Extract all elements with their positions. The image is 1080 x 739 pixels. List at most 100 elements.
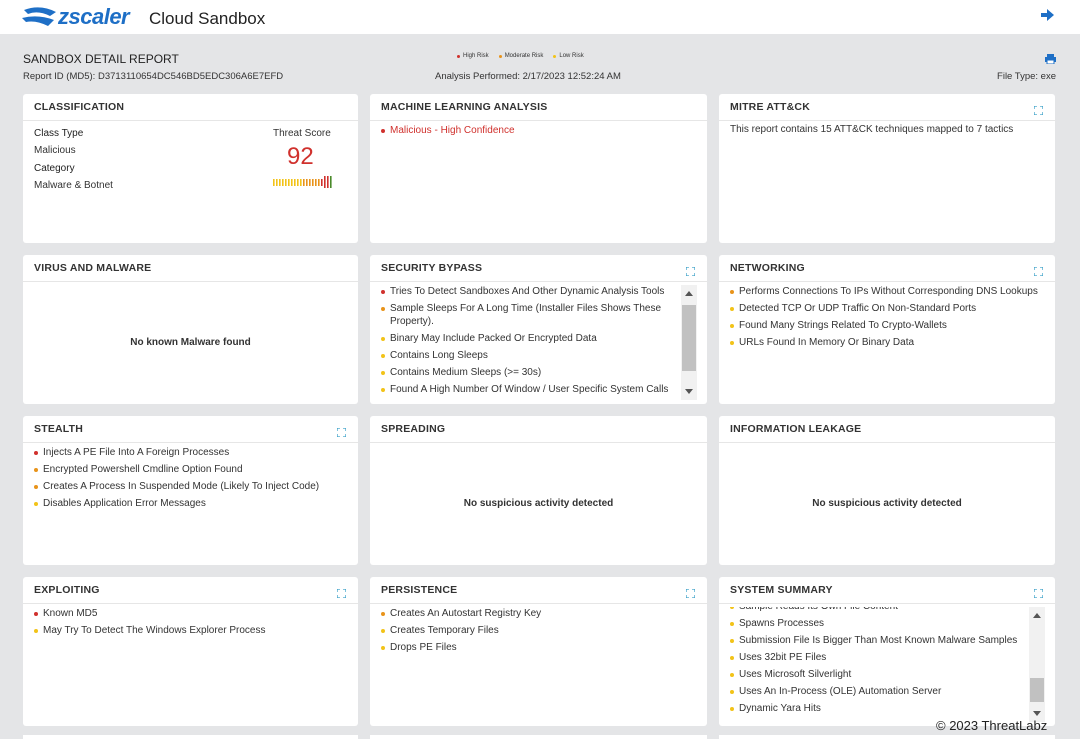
panel-title: INFORMATION LEAKAGE [730, 423, 862, 435]
panel-title: SYSTEM SUMMARY [730, 584, 833, 596]
product-name: Cloud Sandbox [149, 9, 266, 28]
finding-text: Submission File Is Bigger Than Most Know… [739, 635, 1018, 646]
score-meter [273, 176, 332, 188]
finding: URLs Found In Memory Or Binary Data [730, 336, 1044, 349]
meter-bar [324, 176, 326, 188]
scroll-thumb[interactable] [1030, 678, 1044, 702]
logout-button[interactable] [1041, 9, 1055, 21]
panel-title: VIRUS AND MALWARE [34, 262, 152, 274]
divider [370, 281, 707, 282]
finding: Malicious - High Confidence [381, 124, 696, 137]
risk-dot [381, 629, 385, 633]
finding: Sample Reads Its Own File Content [730, 607, 1029, 613]
meter-bar [318, 179, 320, 186]
risk-dot [730, 673, 734, 677]
panel-body: No known Malware found [34, 285, 347, 400]
finding: Contains Long Sleeps [381, 349, 681, 362]
panel: STEALTH Injects A PE File Into A Foreign … [23, 416, 358, 565]
panel: SECURITY BYPASS Tries To Detect Sandboxes… [370, 255, 707, 404]
panel-title: EXPLOITING [34, 584, 100, 596]
panel-title: MACHINE LEARNING ANALYSIS [381, 101, 548, 113]
finding-text: May Try To Detect The Windows Explorer P… [43, 625, 266, 636]
expand-button[interactable] [1033, 102, 1044, 120]
label: Class Type [34, 128, 84, 139]
scroll-up[interactable] [1033, 613, 1041, 618]
panel-title: SECURITY BYPASS [381, 262, 483, 274]
meter-bar [276, 179, 278, 186]
expand-button[interactable] [1033, 263, 1044, 281]
risk-dot [730, 622, 734, 626]
finding-text: Contains Long Sleeps [390, 350, 488, 361]
finding-text: Creates Temporary Files [390, 625, 499, 636]
finding-text: Creates An Autostart Registry Key [390, 608, 542, 619]
finding-text: Spawns Processes [739, 618, 825, 629]
divider [23, 442, 358, 443]
finding-text: Tries To Detect Sandboxes And Other Dyna… [390, 286, 665, 297]
risk-dot [730, 341, 734, 345]
empty-message: No known Malware found [130, 337, 251, 348]
logo-icon [22, 7, 56, 26]
finding: Injects A PE File Into A Foreign Process… [34, 446, 347, 459]
finding: Uses Microsoft Silverlight [730, 668, 1029, 681]
legend-label: Low Risk [559, 53, 584, 59]
finding: Performs Connections To IPs Without Corr… [730, 285, 1044, 298]
top-bar: zscaler Cloud Sandbox [0, 0, 1080, 34]
analysis-date: Analysis Performed: 2/17/2023 12:52:24 A… [435, 71, 621, 82]
scroll-thumb[interactable] [682, 305, 696, 371]
finding: Contains Medium Sleeps (>= 30s) [381, 366, 681, 379]
label: Threat Score [273, 128, 331, 139]
divider [23, 281, 358, 282]
finding-text: Drops PE Files [390, 642, 457, 653]
finding: Spawns Processes [730, 617, 1029, 630]
scroll-down[interactable] [1033, 711, 1041, 716]
finding: Uses 32bit PE Files [730, 651, 1029, 664]
finding-text: Performs Connections To IPs Without Corr… [739, 286, 1038, 297]
panel-title: STEALTH [34, 423, 84, 435]
panel-body: Malicious - High Confidence [381, 124, 696, 239]
panel: VIRUS AND MALWARE No known Malware found [23, 255, 358, 404]
expand-button[interactable] [336, 585, 347, 603]
panel-body: Known MD5 May Try To Detect The Windows E… [34, 607, 347, 722]
risk-dot [34, 485, 38, 489]
divider [719, 120, 1055, 121]
finding: Detected TCP Or UDP Traffic On Non-Stand… [730, 302, 1044, 315]
footer-credit: © 2023 ThreatLabz [936, 718, 1048, 733]
scrollbar[interactable] [681, 285, 697, 400]
scroll-down[interactable] [685, 389, 693, 394]
finding: Binary May Include Packed Or Encrypted D… [381, 332, 681, 345]
risk-dot [381, 307, 385, 311]
value: Malware & Botnet [34, 180, 113, 191]
panel: SYSTEM SUMMARY Sample Reads Its Own File … [719, 577, 1055, 726]
print-button[interactable] [1045, 54, 1056, 64]
item-list: Tries To Detect Sandboxes And Other Dyna… [381, 285, 681, 396]
legend-label: High Risk [463, 53, 489, 59]
finding-text: Encrypted Powershell Cmdline Option Foun… [43, 464, 243, 475]
label: Category [34, 163, 75, 174]
panel-title: SPREADING [381, 423, 446, 435]
panel-body: Performs Connections To IPs Without Corr… [730, 285, 1044, 400]
legend-entry: High Risk [457, 53, 489, 59]
panel: EXPLOITING Known MD5 May Try To Detect The… [23, 577, 358, 726]
scrollbar[interactable] [1029, 607, 1045, 722]
meter-bar [309, 179, 311, 186]
finding-text: Found A High Number Of Window / User Spe… [390, 384, 669, 395]
risk-dot [730, 607, 734, 609]
expand-button[interactable] [336, 424, 347, 442]
finding-text: Sample Reads Its Own File Content [739, 607, 898, 612]
finding: Uses An In-Process (OLE) Automation Serv… [730, 685, 1029, 698]
report-title: SANDBOX DETAIL REPORT [23, 52, 179, 66]
finding: Creates A Process In Suspended Mode (Lik… [34, 480, 347, 493]
expand-button[interactable] [685, 585, 696, 603]
item-list: Known MD5 May Try To Detect The Windows E… [34, 607, 347, 637]
risk-dot [381, 290, 385, 294]
expand-button[interactable] [685, 263, 696, 281]
scroll-up[interactable] [685, 291, 693, 296]
item-list: Creates An Autostart Registry Key Creates… [381, 607, 696, 654]
item-list: Malicious - High Confidence [381, 124, 696, 137]
risk-dot [730, 656, 734, 660]
value: Malicious [34, 145, 76, 156]
expand-button[interactable] [1033, 585, 1044, 603]
finding: Tries To Detect Sandboxes And Other Dyna… [381, 285, 681, 298]
meter-bar [288, 179, 290, 186]
